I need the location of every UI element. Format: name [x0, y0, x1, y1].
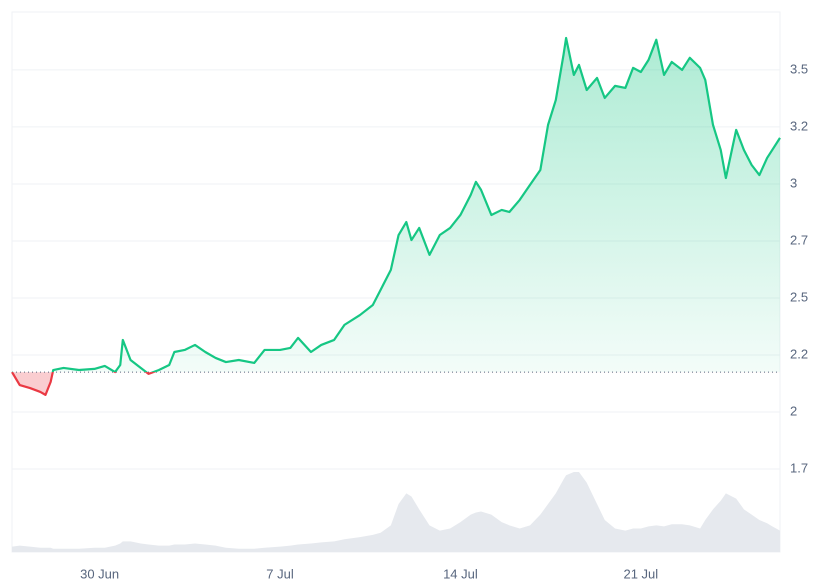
area-up — [12, 37, 780, 373]
y-tick-label: 2 — [790, 403, 797, 418]
y-tick-label: 3.2 — [790, 118, 808, 133]
y-tick-label: 3.5 — [790, 61, 808, 76]
y-tick-label: 2.7 — [790, 232, 808, 247]
x-tick-label: 30 Jun — [80, 566, 119, 581]
price-line-up — [11, 36, 781, 373]
x-tick-label: 21 Jul — [623, 566, 658, 581]
x-tick-label: 7 Jul — [266, 566, 294, 581]
volume-area — [12, 472, 780, 552]
y-tick-label: 1.7 — [790, 460, 808, 475]
y-tick-label: 2.2 — [790, 346, 808, 361]
y-tick-label: 3 — [790, 175, 797, 190]
x-tick-label: 14 Jul — [443, 566, 478, 581]
y-tick-label: 2.5 — [790, 289, 808, 304]
